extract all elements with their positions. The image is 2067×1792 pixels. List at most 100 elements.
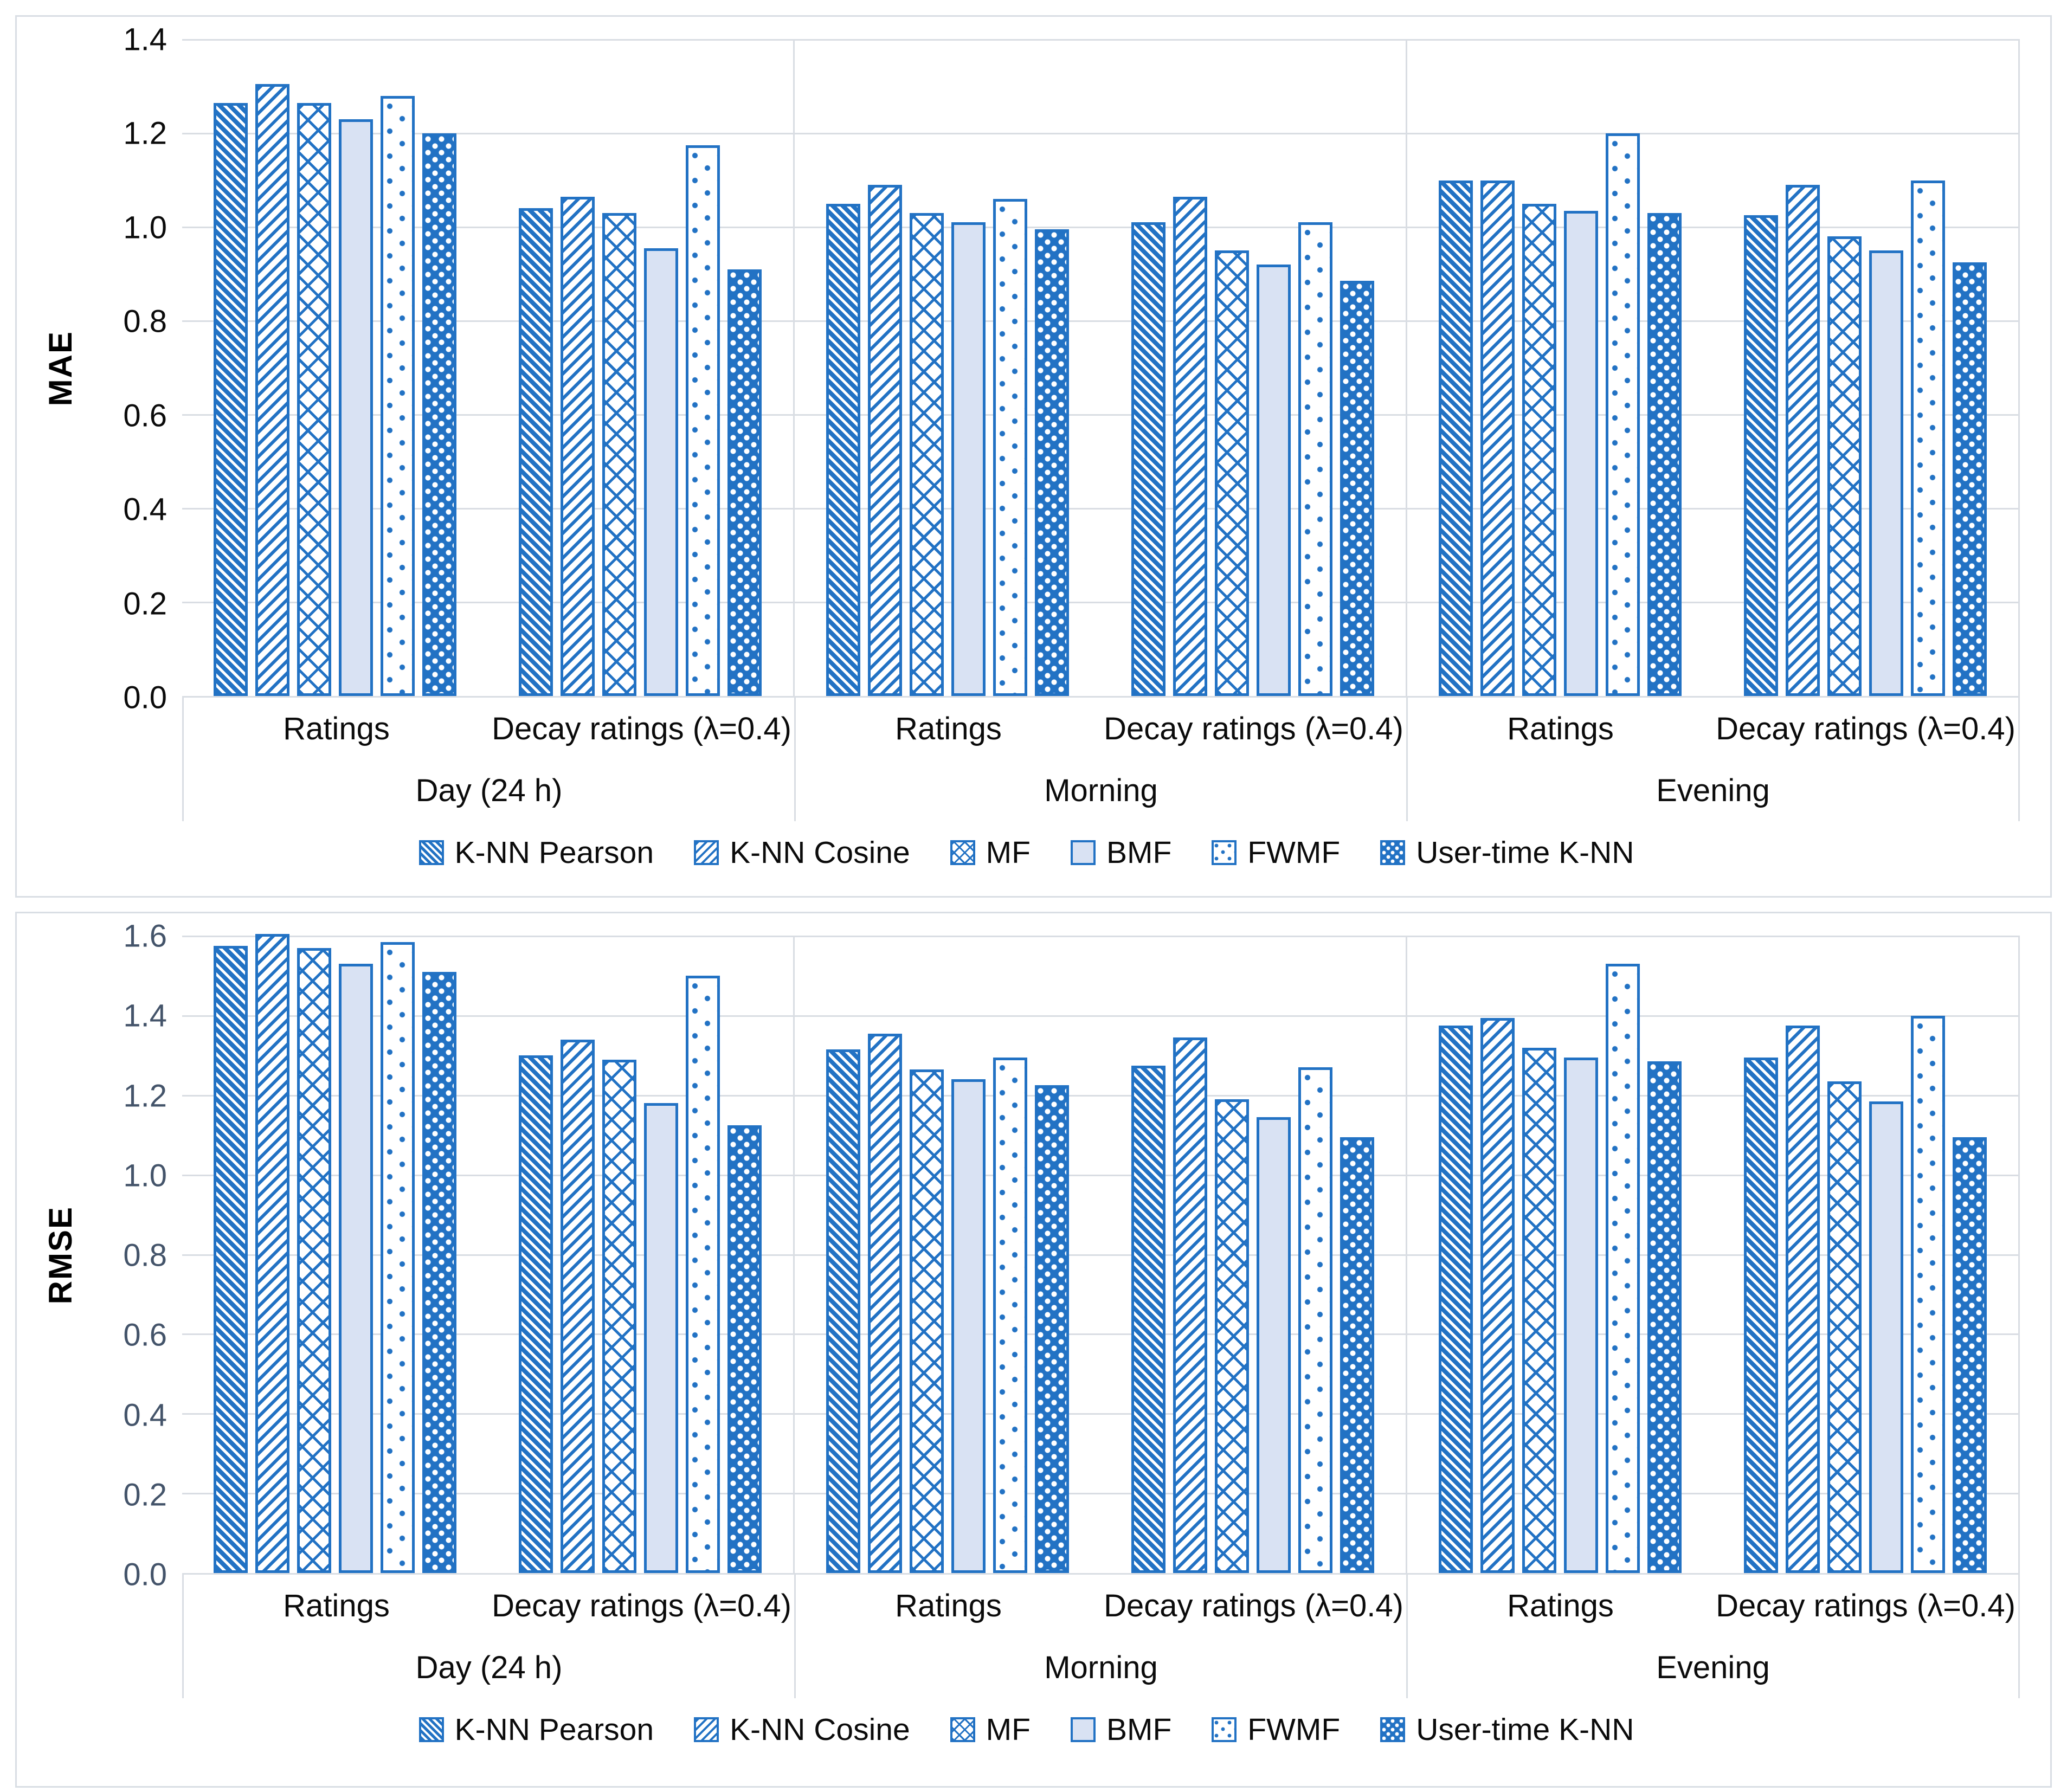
bar-sections [182, 40, 2020, 696]
bar-user-time-k-nn-day-24-h-decay-ratings-0-4 [727, 1125, 762, 1573]
gridline [182, 1333, 2020, 1336]
bar-fwmf-day-24-h-decay-ratings-0-4 [686, 145, 720, 696]
bar-fwmf-evening-decay-ratings-0-4 [1911, 1015, 1946, 1573]
y-tick-label: 0.8 [123, 304, 167, 339]
legend-item-fwmf: FWMF [1212, 1712, 1340, 1748]
bar-mf-morning-ratings [909, 1069, 944, 1573]
bar-fwmf-day-24-h-decay-ratings-0-4 [686, 976, 720, 1573]
subgroup-label-day-24-h-ratings: Ratings [283, 1588, 390, 1623]
bar-fwmf-day-24-h-ratings [380, 95, 415, 696]
gridline [182, 1015, 2020, 1017]
period-label-evening: Evening [1408, 759, 2020, 821]
gridline [182, 132, 2020, 134]
period-label-morning: Morning [796, 1636, 1408, 1698]
period-label-evening: Evening [1408, 1636, 2020, 1698]
gridline [182, 226, 2020, 228]
y-axis-tick-labels: 1.6 1.4 1.2 1.0 0.8 0.6 0.4 0.2 0.0 [87, 919, 182, 1593]
bar-mf-day-24-h-ratings [297, 948, 331, 1573]
section-evening [1407, 40, 2020, 696]
legend-item-fwmf: FWMF [1212, 835, 1340, 871]
y-tick-label: 0.2 [123, 586, 167, 622]
bar-fwmf-morning-ratings [993, 199, 1027, 696]
bar-fwmf-evening-decay-ratings-0-4 [1911, 180, 1946, 696]
bar-k-nn-cosine-day-24-h-decay-ratings-0-4 [561, 1039, 595, 1573]
section-day-24-h [182, 40, 795, 696]
gridline [182, 1094, 2020, 1097]
bar-mf-morning-ratings [909, 213, 944, 696]
white-sparse-dots-swatch-icon [1212, 1717, 1237, 1742]
legend-item-user-time-k-nn: User-time K-NN [1380, 835, 1634, 871]
plot-area-rmse [182, 934, 2020, 1575]
bar-user-time-k-nn-day-24-h-decay-ratings-0-4 [727, 269, 762, 696]
plot-area-mae [182, 39, 2020, 698]
legend-label: User-time K-NN [1416, 835, 1634, 870]
gridline [182, 508, 2020, 510]
bar-k-nn-pearson-morning-decay-ratings-0-4 [1131, 222, 1166, 696]
bar-bmf-day-24-h-ratings [338, 964, 373, 1573]
diagonal-up-stripes-swatch-icon [694, 1717, 719, 1742]
rmse-chart-panel: RMSE 1.6 1.4 1.2 1.0 0.8 0.6 0.4 0.2 0.0 Ratings… [15, 912, 2052, 1788]
subgroup-label-morning-ratings: Ratings [895, 711, 1002, 746]
y-axis-title-mae: MAE [33, 40, 87, 698]
legend-item-bmf: BMF [1070, 1712, 1172, 1748]
bar-k-nn-cosine-morning-decay-ratings-0-4 [1173, 196, 1208, 696]
legend-item-bmf: BMF [1070, 835, 1171, 871]
bar-bmf-evening-decay-ratings-0-4 [1869, 1101, 1904, 1573]
bar-k-nn-cosine-day-24-h-ratings [255, 934, 289, 1573]
legend-label: MF [986, 835, 1031, 870]
gridline [182, 602, 2020, 603]
subgroup-label-evening-ratings: Ratings [1507, 711, 1614, 746]
legend: K-NN Pearson K-NN Cosine MF BMF FWMF User-tim… [33, 1698, 2020, 1761]
bar-bmf-evening-decay-ratings-0-4 [1869, 250, 1904, 696]
subgroup-label-morning-decay-ratings-0-4: Decay ratings (λ=0.4) [1101, 698, 1408, 759]
legend-label: MF [986, 1712, 1031, 1747]
blue-white-dots-swatch-icon [1380, 840, 1406, 865]
y-axis-title-text: MAE [42, 331, 79, 407]
bar-bmf-morning-decay-ratings-0-4 [1257, 265, 1291, 696]
bar-user-time-k-nn-morning-decay-ratings-0-4 [1340, 1137, 1375, 1573]
bar-k-nn-cosine-day-24-h-ratings [255, 84, 289, 696]
section-evening [1407, 936, 2020, 1573]
mae-chart-panel: MAE 1.4 1.2 1.0 0.8 0.6 0.4 0.2 0.0 Ratings Deca… [15, 15, 2052, 898]
bar-fwmf-evening-ratings [1605, 964, 1640, 1573]
subgroup-label-morning-ratings: Ratings [895, 1588, 1002, 1623]
subgroup-label-morning-decay-ratings-0-4: Decay ratings (λ=0.4) [1101, 1575, 1408, 1636]
subgroup-label-evening-decay-ratings-0-4: Decay ratings (λ=0.4) [1713, 698, 2020, 759]
legend-label: K-NN Pearson [454, 835, 654, 870]
bar-bmf-day-24-h-decay-ratings-0-4 [644, 1103, 679, 1573]
bar-fwmf-morning-decay-ratings-0-4 [1298, 1067, 1333, 1573]
solid-light-blue-swatch-icon [1070, 1717, 1096, 1742]
bar-mf-day-24-h-decay-ratings-0-4 [602, 1059, 637, 1573]
subgroup-label-day-24-h-decay-ratings-0-4: Decay ratings (λ=0.4) [489, 698, 796, 759]
category-axis-subgroup-labels: Ratings Decay ratings (λ=0.4) Ratings Decay… [182, 1575, 2020, 1636]
bar-k-nn-pearson-evening-decay-ratings-0-4 [1744, 215, 1779, 696]
bar-cluster-morning-decay-ratings-0-4 [1100, 936, 1406, 1573]
bar-k-nn-pearson-evening-ratings [1438, 180, 1473, 696]
bar-cluster-morning-ratings [795, 936, 1100, 1573]
y-tick-label: 1.0 [123, 1158, 167, 1194]
bar-cluster-morning-ratings [795, 40, 1100, 696]
bar-k-nn-pearson-day-24-h-ratings [213, 102, 248, 696]
bar-k-nn-cosine-evening-ratings [1480, 1017, 1515, 1573]
bar-mf-day-24-h-ratings [297, 102, 331, 696]
bar-user-time-k-nn-morning-decay-ratings-0-4 [1340, 281, 1375, 696]
legend-label: K-NN Cosine [730, 835, 910, 870]
section-morning [795, 40, 1407, 696]
bar-user-time-k-nn-evening-ratings [1647, 1061, 1682, 1573]
bar-bmf-evening-ratings [1563, 210, 1598, 696]
y-tick-label: 1.0 [123, 210, 167, 246]
bar-cluster-day-24-h-ratings [182, 934, 488, 1573]
y-tick-label: 0.6 [123, 398, 167, 434]
category-axis-period-labels: Day (24 h) Morning Evening [182, 759, 2020, 821]
bar-k-nn-cosine-morning-ratings [867, 1033, 902, 1573]
bar-k-nn-pearson-day-24-h-ratings [213, 946, 248, 1573]
bar-user-time-k-nn-evening-decay-ratings-0-4 [1953, 1137, 1987, 1573]
bar-bmf-day-24-h-decay-ratings-0-4 [644, 248, 679, 696]
y-tick-label: 0.0 [123, 1557, 167, 1593]
bar-fwmf-morning-ratings [993, 1057, 1027, 1573]
bar-user-time-k-nn-morning-ratings [1034, 1085, 1069, 1573]
legend-label: BMF [1106, 1712, 1172, 1747]
blue-white-dots-swatch-icon [1380, 1717, 1406, 1742]
gridline [182, 39, 2020, 41]
subgroup-label-day-24-h-decay-ratings-0-4: Decay ratings (λ=0.4) [489, 1575, 796, 1636]
